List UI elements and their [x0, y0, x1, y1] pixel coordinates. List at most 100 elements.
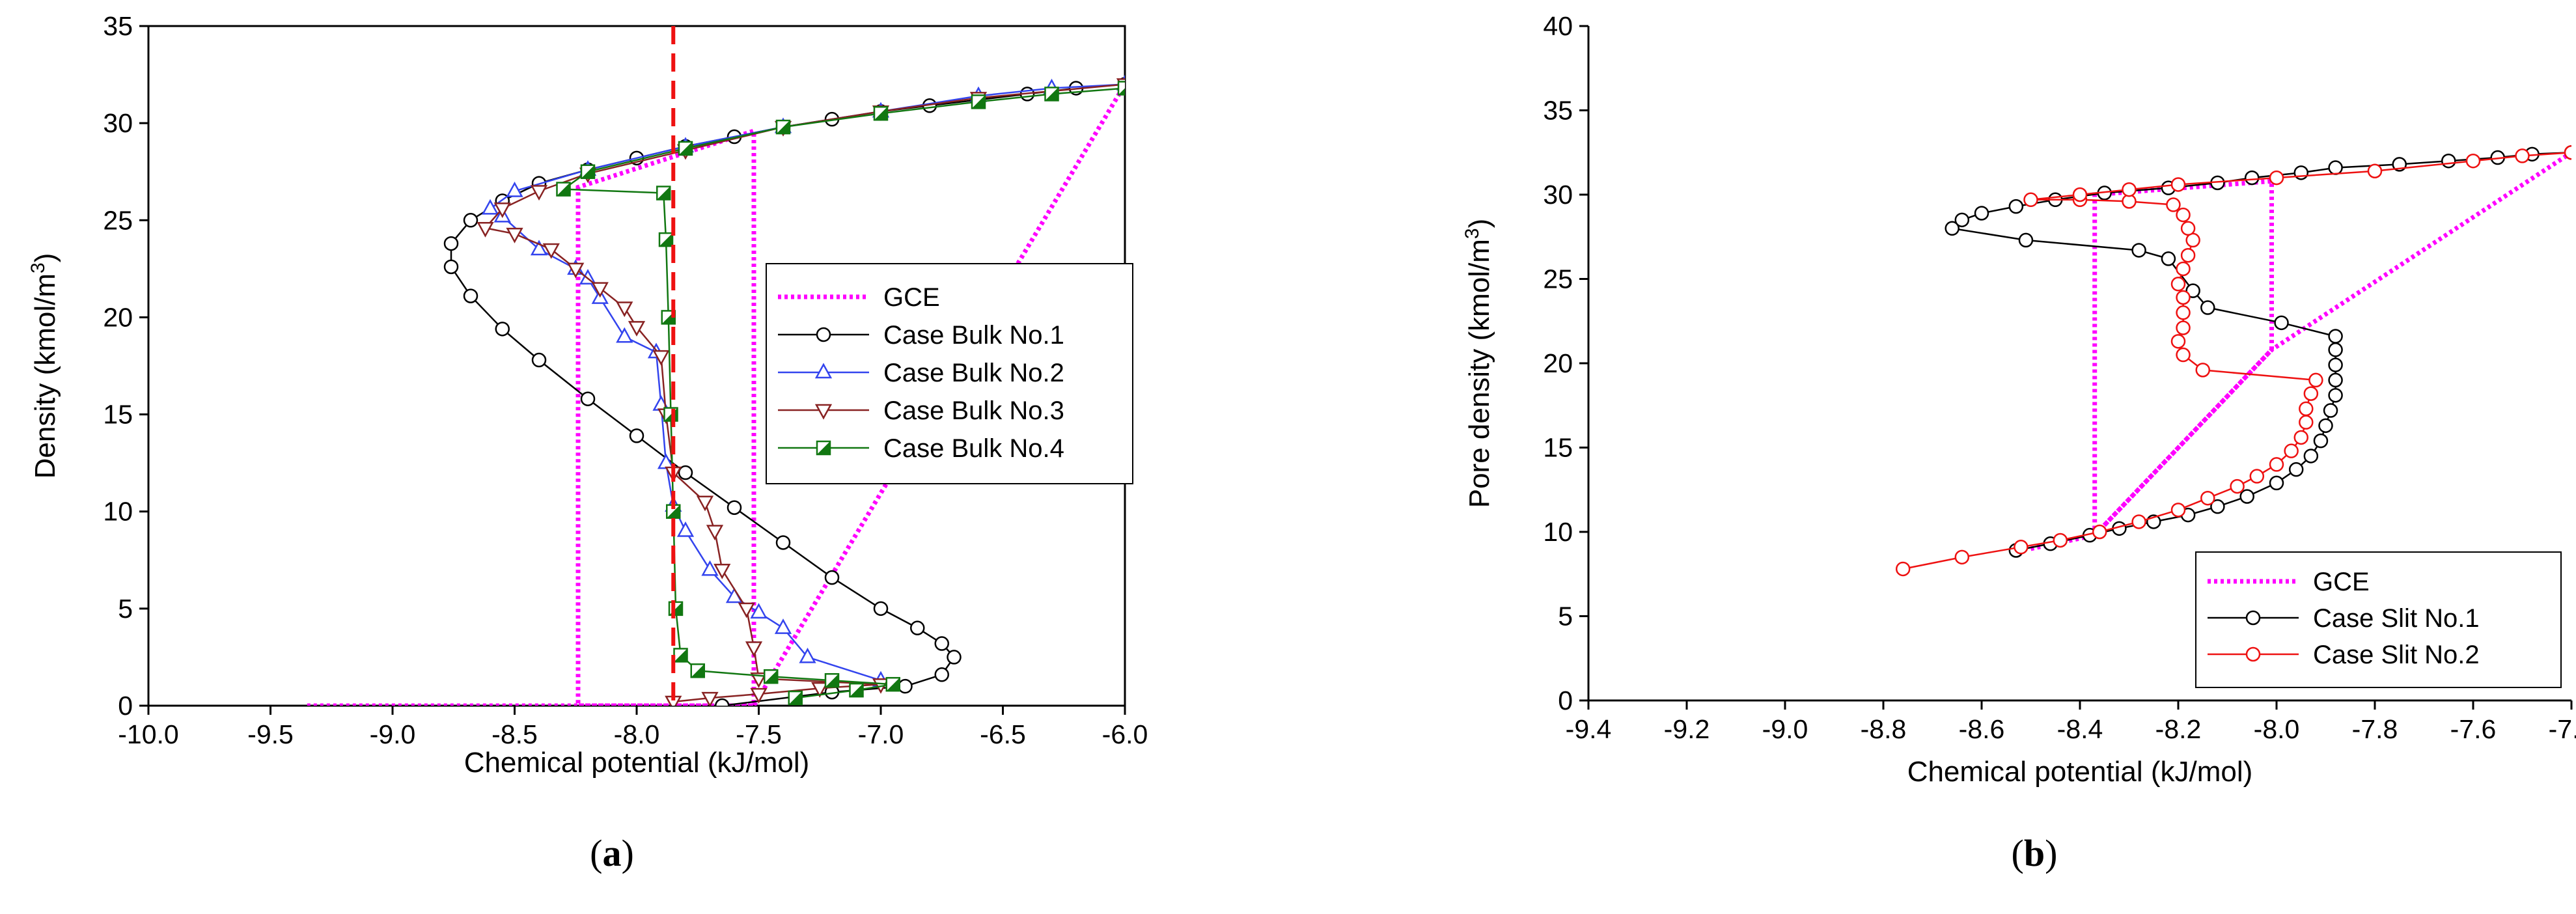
- legend-item: GCE: [2208, 568, 2370, 596]
- legend-marker: [814, 404, 833, 420]
- y-tick-label: 25: [103, 205, 133, 235]
- data-point: [2274, 315, 2289, 331]
- data-point: [2308, 372, 2323, 388]
- legend-label: Case Slit No.2: [2313, 641, 2480, 669]
- data-point: [849, 682, 864, 698]
- data-point: [824, 570, 840, 585]
- data-point: [2269, 457, 2284, 472]
- x-tick-label: -9.4: [1566, 714, 1612, 744]
- data-point: [2299, 401, 2314, 417]
- legend-label: Case Bulk No.4: [883, 434, 1064, 463]
- data-point: [873, 601, 889, 616]
- data-point: [2018, 232, 2034, 248]
- x-tick-label: -8.2: [2155, 714, 2202, 744]
- data-point: [2200, 490, 2215, 506]
- data-point: [2313, 433, 2329, 449]
- data-point: [2176, 290, 2191, 305]
- data-point: [629, 428, 644, 443]
- data-point: [764, 669, 779, 684]
- chart-b-series: [1895, 145, 2571, 577]
- y-tick-label: 40: [1543, 11, 1573, 41]
- data-point: [2200, 300, 2215, 315]
- data-point: [1954, 212, 1970, 228]
- chart-a-y-axis-title: Density (kmol/m3): [27, 253, 61, 479]
- x-tick-label: -6.0: [1102, 719, 1148, 749]
- data-point: [1117, 81, 1125, 96]
- chart-b: -9.4 -9.2 -9.0 -8.8 -8.6 -8.4 -8.2 -8.0 -7.8 -7.6…: [1461, 11, 2576, 874]
- x-tick-label: -8.6: [1959, 714, 2005, 744]
- data-point: [745, 641, 763, 658]
- x-tick-label: -9.0: [1762, 714, 1808, 744]
- data-point: [2318, 418, 2333, 434]
- data-point: [443, 236, 459, 251]
- chart-b-ticks: -9.4 -9.2 -9.0 -8.8 -8.6 -8.4 -8.2 -8.0 -7.8 -7.6…: [1543, 11, 2576, 744]
- y-tick-label: 10: [103, 497, 133, 527]
- legend-item: Case Bulk No.1: [778, 321, 1064, 350]
- data-point: [673, 648, 688, 663]
- data-point: [1954, 549, 1970, 565]
- data-point: [2210, 499, 2225, 514]
- chart-b-legend: GCE Case Slit No.1 Case Slit No.2: [2195, 551, 2562, 688]
- data-point: [477, 221, 494, 238]
- data-point: [690, 663, 705, 678]
- legend-item: Case Bulk No.4: [778, 434, 1064, 463]
- data-point: [656, 186, 671, 201]
- data-point: [2239, 489, 2254, 504]
- data-point: [2161, 251, 2176, 266]
- data-point: [2328, 342, 2343, 357]
- chart-b-panel-label: (b): [2012, 832, 2058, 874]
- legend-label: GCE: [883, 283, 940, 312]
- x-tick-label: -7.5: [736, 719, 782, 749]
- y-tick-label: 0: [1558, 685, 1573, 715]
- data-point: [2166, 197, 2181, 212]
- data-point: [738, 602, 755, 618]
- x-tick-label: -9.5: [247, 719, 294, 749]
- data-point: [2367, 163, 2383, 178]
- legend-marker: [816, 440, 831, 456]
- y-tick-label: 35: [103, 11, 133, 41]
- chart-a-ticks: -10.0 -9.5 -9.0 -8.5 -8.0 -7.5 -7.0 -6.5 -6.0 0 5 1…: [103, 11, 1148, 749]
- data-point: [495, 322, 510, 337]
- data-point: [666, 504, 681, 519]
- x-tick-label: -8.5: [492, 719, 538, 749]
- data-point: [616, 301, 633, 318]
- data-point: [774, 618, 792, 634]
- data-point: [493, 202, 511, 218]
- y-tick-label: 20: [1543, 348, 1573, 378]
- chart-b-x-axis-title: Chemical potential (kJ/mol): [1907, 756, 2253, 788]
- data-point: [463, 288, 478, 303]
- y-tick-label: 35: [1543, 96, 1573, 126]
- data-point: [885, 676, 900, 692]
- legend-item: Case Slit No.1: [2208, 604, 2480, 633]
- chart-a-panel-label: (a): [590, 832, 634, 874]
- legend-marker: [814, 363, 833, 379]
- data-point: [811, 682, 829, 698]
- data-point: [2293, 165, 2308, 180]
- series-line: [1902, 152, 2571, 570]
- legend-item: Case Slit No.2: [2208, 641, 2480, 669]
- data-point: [530, 185, 548, 201]
- chart-a-legend: GCE Case Bulk No.1 Case Bulk No.2 Case Bulk…: [766, 263, 1133, 484]
- data-point: [2323, 403, 2338, 418]
- chart-a-series: [307, 26, 1125, 706]
- x-tick-label: -10.0: [118, 719, 178, 749]
- data-point: [1895, 561, 1911, 577]
- legend-item: GCE: [778, 283, 940, 312]
- y-tick-label: 20: [103, 302, 133, 332]
- data-point: [2195, 363, 2210, 378]
- x-tick-label: -9.0: [370, 719, 416, 749]
- data-point: [556, 182, 571, 197]
- data-point: [2303, 386, 2319, 401]
- y-tick-label: 10: [1543, 517, 1573, 547]
- data-point: [567, 262, 585, 279]
- x-tick-label: -7.6: [2450, 714, 2497, 744]
- data-point: [750, 603, 768, 619]
- y-tick-label: 0: [118, 691, 133, 721]
- data-point: [2269, 475, 2284, 491]
- chart-b-y-axis-title: Pore density (kmol/m3): [1461, 219, 1495, 508]
- legend-label: Case Bulk No.2: [883, 359, 1064, 387]
- series-case-slit-no-1: [1945, 145, 2571, 558]
- data-point: [2122, 182, 2137, 197]
- data-point: [2564, 145, 2571, 160]
- data-point: [696, 495, 714, 512]
